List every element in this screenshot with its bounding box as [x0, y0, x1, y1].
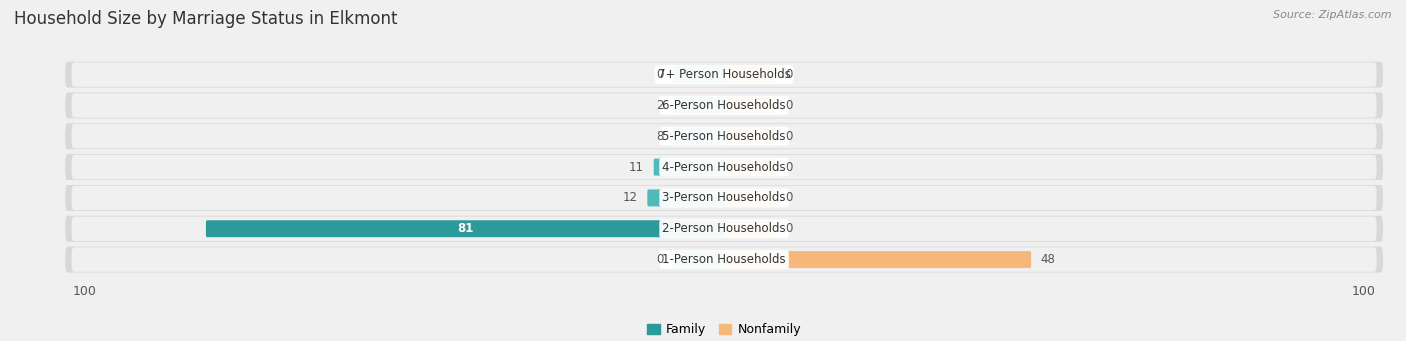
Text: 11: 11 [628, 161, 644, 174]
Text: 5-Person Households: 5-Person Households [662, 130, 786, 143]
FancyBboxPatch shape [724, 220, 775, 237]
Text: 2-Person Households: 2-Person Households [662, 222, 786, 235]
Text: 8: 8 [657, 130, 664, 143]
FancyBboxPatch shape [673, 128, 724, 145]
FancyBboxPatch shape [65, 92, 1384, 118]
FancyBboxPatch shape [65, 154, 1384, 180]
Text: 3-Person Households: 3-Person Households [662, 191, 786, 204]
FancyBboxPatch shape [65, 185, 1384, 211]
FancyBboxPatch shape [205, 220, 724, 237]
Text: 0: 0 [785, 222, 792, 235]
Text: 7+ Person Households: 7+ Person Households [658, 68, 790, 81]
Text: 0: 0 [785, 191, 792, 204]
FancyBboxPatch shape [72, 62, 1376, 87]
FancyBboxPatch shape [647, 190, 724, 206]
FancyBboxPatch shape [724, 159, 775, 176]
Legend: Family, Nonfamily: Family, Nonfamily [647, 323, 801, 336]
FancyBboxPatch shape [65, 62, 1384, 88]
Text: 6-Person Households: 6-Person Households [662, 99, 786, 112]
FancyBboxPatch shape [72, 248, 1376, 272]
FancyBboxPatch shape [72, 155, 1376, 179]
FancyBboxPatch shape [654, 159, 724, 176]
FancyBboxPatch shape [724, 128, 775, 145]
Text: 0: 0 [657, 68, 664, 81]
FancyBboxPatch shape [724, 97, 775, 114]
FancyBboxPatch shape [72, 217, 1376, 241]
FancyBboxPatch shape [724, 251, 1031, 268]
FancyBboxPatch shape [72, 124, 1376, 148]
Text: 0: 0 [657, 253, 664, 266]
Text: 48: 48 [1040, 253, 1056, 266]
Text: Household Size by Marriage Status in Elkmont: Household Size by Marriage Status in Elk… [14, 10, 398, 28]
FancyBboxPatch shape [65, 216, 1384, 242]
Text: 2: 2 [655, 99, 664, 112]
Text: 81: 81 [457, 222, 474, 235]
Text: 0: 0 [785, 99, 792, 112]
FancyBboxPatch shape [673, 251, 724, 268]
FancyBboxPatch shape [72, 93, 1376, 118]
Text: 0: 0 [785, 161, 792, 174]
FancyBboxPatch shape [65, 247, 1384, 272]
Text: 1-Person Households: 1-Person Households [662, 253, 786, 266]
Text: 4-Person Households: 4-Person Households [662, 161, 786, 174]
FancyBboxPatch shape [724, 190, 775, 206]
FancyBboxPatch shape [65, 123, 1384, 149]
FancyBboxPatch shape [724, 66, 775, 83]
Text: 12: 12 [623, 191, 638, 204]
Text: 0: 0 [785, 68, 792, 81]
Text: 0: 0 [785, 130, 792, 143]
FancyBboxPatch shape [72, 186, 1376, 210]
Text: Source: ZipAtlas.com: Source: ZipAtlas.com [1274, 10, 1392, 20]
FancyBboxPatch shape [673, 97, 724, 114]
FancyBboxPatch shape [673, 66, 724, 83]
